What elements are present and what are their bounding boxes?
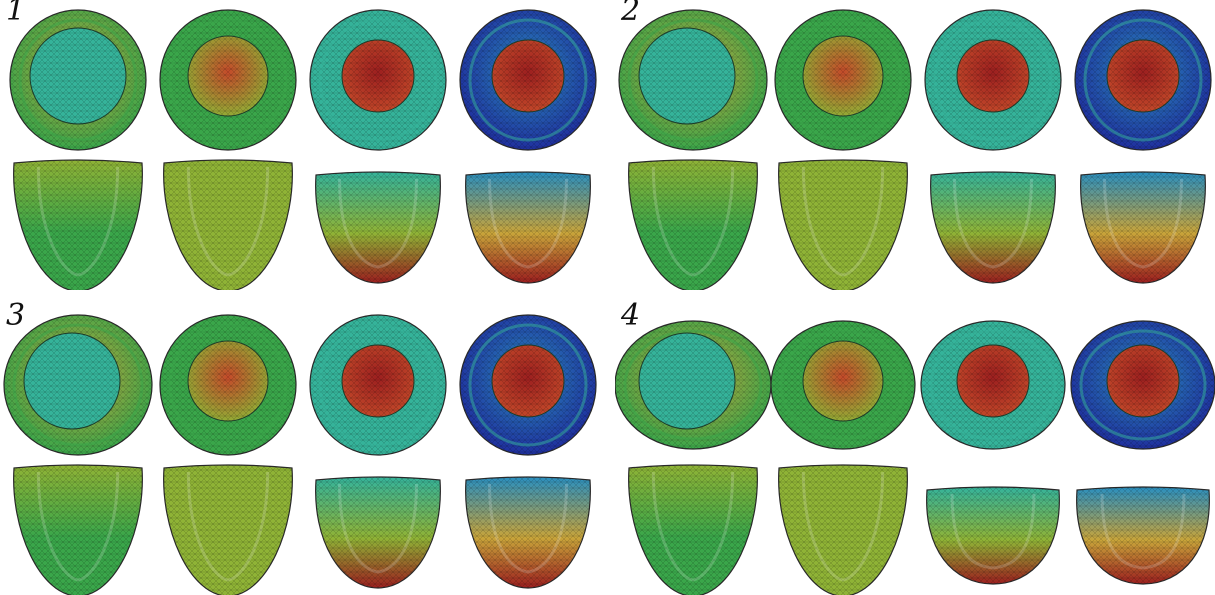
side-view-mesh [13, 159, 143, 290]
top-view-mesh [770, 320, 916, 450]
top-view-mesh [459, 314, 597, 456]
side-view-mesh [13, 464, 143, 595]
panel-label: 3 [6, 298, 26, 333]
side-view-mesh [465, 476, 591, 589]
mesh-grid [9, 9, 597, 290]
mesh-grid [615, 320, 1215, 595]
side-view-mesh [628, 159, 758, 290]
top-view-mesh [3, 314, 153, 456]
top-view-mesh [459, 9, 597, 151]
side-view-mesh [778, 159, 908, 290]
side-view-mesh [163, 464, 293, 595]
top-view-mesh [615, 320, 772, 450]
top-view-mesh [618, 9, 768, 151]
side-view-mesh [930, 171, 1056, 284]
top-view-mesh [1074, 9, 1212, 151]
panel-label: 1 [6, 0, 26, 28]
panel-3: 3 [0, 301, 600, 595]
top-view-mesh [309, 9, 447, 151]
side-view-mesh [315, 476, 441, 589]
panel-label: 2 [621, 0, 641, 28]
top-view-mesh [309, 314, 447, 456]
panel-1: 1 [0, 0, 600, 290]
top-view-mesh [1070, 320, 1215, 450]
side-view-mesh [163, 159, 293, 290]
top-view-mesh [159, 9, 297, 151]
mesh-grid [3, 314, 597, 595]
mesh-grid [618, 9, 1212, 290]
side-view-mesh [628, 464, 758, 595]
top-view-mesh [924, 9, 1062, 151]
top-view-mesh [159, 314, 297, 456]
panel-label: 4 [621, 298, 641, 333]
side-view-mesh [315, 171, 441, 284]
panel-4: 4 [615, 301, 1215, 595]
side-view-mesh [1080, 171, 1206, 284]
top-view-mesh [920, 320, 1066, 450]
side-view-mesh [1076, 486, 1210, 585]
panel-2: 2 [615, 0, 1215, 290]
side-view-mesh [465, 171, 591, 284]
top-view-mesh [9, 9, 147, 151]
side-view-mesh [926, 486, 1060, 585]
top-view-mesh [774, 9, 912, 151]
side-view-mesh [778, 464, 908, 595]
